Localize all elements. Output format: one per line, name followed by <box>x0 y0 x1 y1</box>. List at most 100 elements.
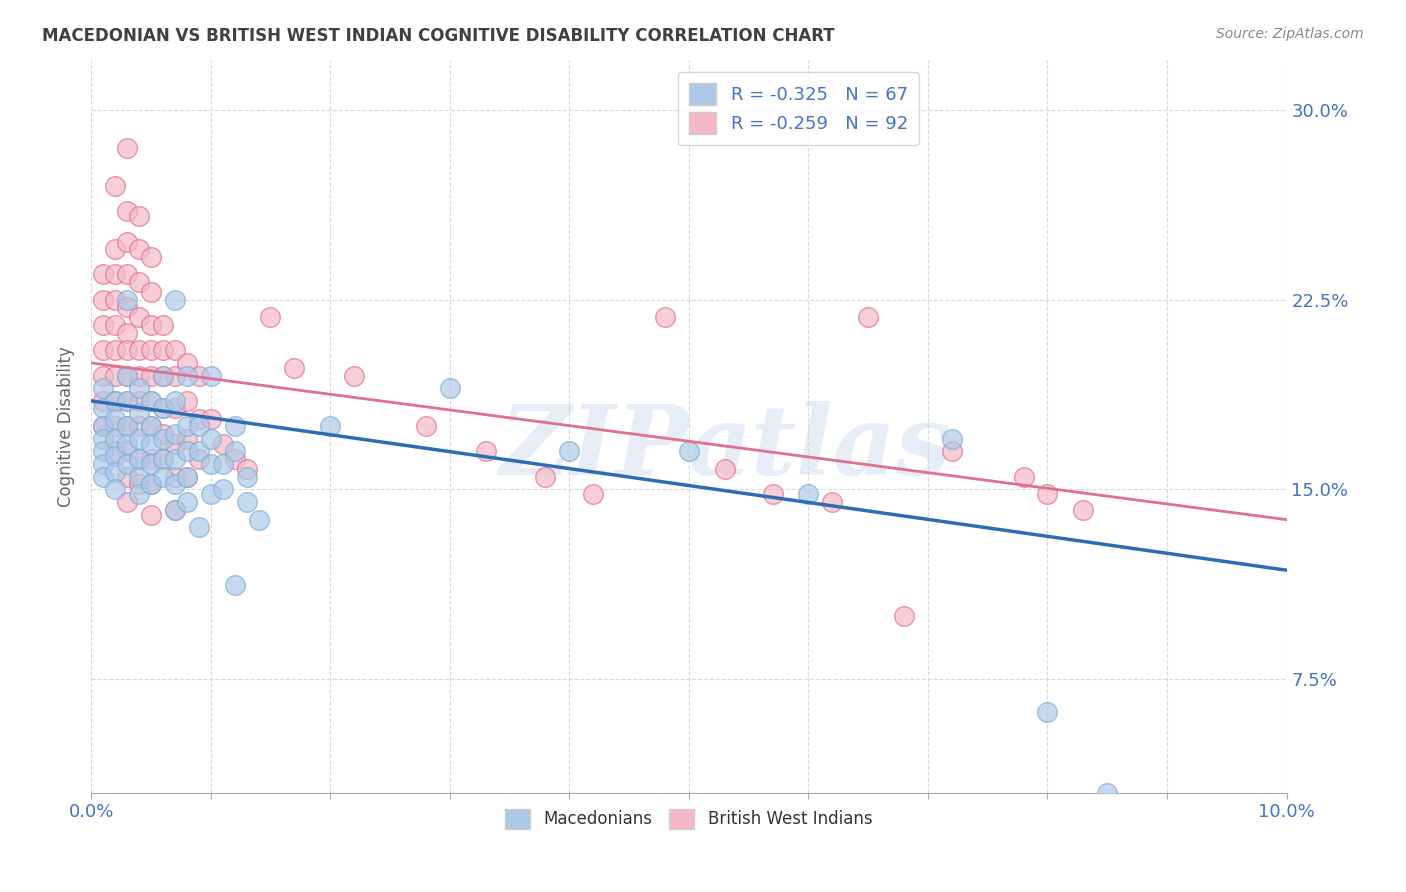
Point <box>91 444 114 458</box>
Point <box>139 508 162 522</box>
Point <box>187 520 209 534</box>
Point <box>104 368 127 383</box>
Point <box>115 419 138 434</box>
Point <box>224 419 246 434</box>
Point <box>115 457 138 471</box>
Point <box>235 469 257 483</box>
Point <box>163 437 186 451</box>
Point <box>91 401 114 416</box>
Point <box>115 437 138 451</box>
Point <box>1073 502 1095 516</box>
Point <box>187 444 209 458</box>
Point <box>128 381 150 395</box>
Point <box>115 495 138 509</box>
Point <box>104 393 127 408</box>
Point <box>139 285 162 300</box>
Point <box>128 419 150 434</box>
Point <box>139 343 162 358</box>
Point <box>176 469 198 483</box>
Point <box>115 301 138 315</box>
Point <box>91 343 114 358</box>
Point <box>176 495 198 509</box>
Point <box>187 411 209 425</box>
Point <box>139 457 162 471</box>
Point <box>856 310 879 325</box>
Point <box>152 343 174 358</box>
Point <box>139 250 162 264</box>
Point <box>187 452 209 467</box>
Point <box>139 393 162 408</box>
Point <box>893 608 915 623</box>
Point <box>200 457 222 471</box>
Point <box>224 578 246 592</box>
Point <box>152 426 174 441</box>
Point <box>176 368 198 383</box>
Point <box>128 452 150 467</box>
Point <box>176 469 198 483</box>
Text: Source: ZipAtlas.com: Source: ZipAtlas.com <box>1216 27 1364 41</box>
Legend: Macedonians, British West Indians: Macedonians, British West Indians <box>499 802 879 836</box>
Point <box>187 419 209 434</box>
Point <box>235 462 257 476</box>
Point <box>211 457 233 471</box>
Point <box>91 393 114 408</box>
Point <box>115 393 138 408</box>
Point <box>343 368 366 383</box>
Text: MACEDONIAN VS BRITISH WEST INDIAN COGNITIVE DISABILITY CORRELATION CHART: MACEDONIAN VS BRITISH WEST INDIAN COGNIT… <box>42 27 835 45</box>
Point <box>152 368 174 383</box>
Point <box>115 469 138 483</box>
Point <box>176 444 198 458</box>
Point <box>115 444 138 458</box>
Point <box>163 393 186 408</box>
Point <box>91 293 114 307</box>
Point <box>104 444 127 458</box>
Point <box>91 419 114 434</box>
Point <box>104 483 127 497</box>
Y-axis label: Cognitive Disability: Cognitive Disability <box>58 346 75 507</box>
Point <box>152 318 174 332</box>
Point <box>104 432 127 446</box>
Point <box>128 393 150 408</box>
Point <box>139 368 162 383</box>
Point <box>187 368 209 383</box>
Point <box>104 268 127 282</box>
Point <box>128 343 150 358</box>
Point <box>821 495 844 509</box>
Point <box>163 426 186 441</box>
Point <box>176 356 198 370</box>
Point <box>1012 469 1035 483</box>
Point <box>104 293 127 307</box>
Point <box>128 407 150 421</box>
Point <box>139 452 162 467</box>
Point <box>139 437 162 451</box>
Point <box>200 411 222 425</box>
Point <box>128 469 150 483</box>
Point <box>104 242 127 256</box>
Point <box>152 469 174 483</box>
Point <box>152 452 174 467</box>
Point <box>283 361 305 376</box>
Point <box>941 432 963 446</box>
Point <box>152 401 174 416</box>
Text: atlas: atlas <box>689 401 952 495</box>
Point <box>534 469 557 483</box>
Point <box>941 444 963 458</box>
Point <box>91 432 114 446</box>
Point <box>115 393 138 408</box>
Point <box>163 477 186 491</box>
Point <box>91 469 114 483</box>
Point <box>104 411 127 425</box>
Point <box>163 401 186 416</box>
Point <box>115 293 138 307</box>
Point <box>1036 705 1059 719</box>
Point <box>115 368 138 383</box>
Point <box>104 318 127 332</box>
Point <box>163 452 186 467</box>
Point <box>163 293 186 307</box>
Point <box>139 419 162 434</box>
Point <box>139 477 162 491</box>
Point <box>163 502 186 516</box>
Point <box>139 393 162 408</box>
Point <box>128 275 150 289</box>
Point <box>104 179 127 194</box>
